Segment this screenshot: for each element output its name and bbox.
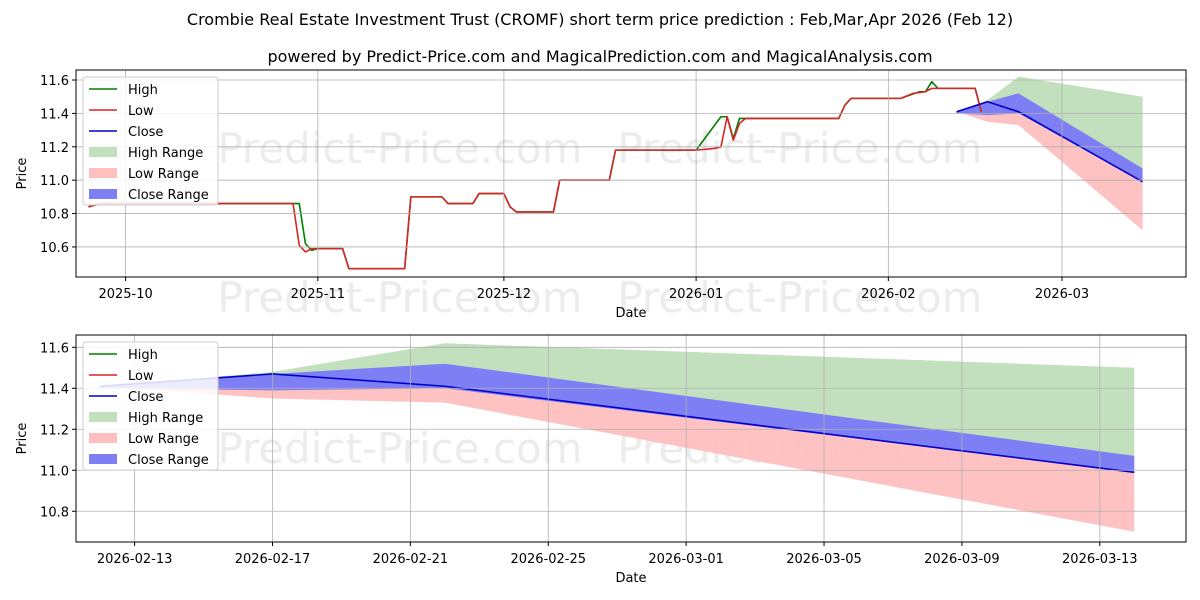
x-axis-label: Date	[615, 306, 646, 321]
watermark-text: Predict-Price.com	[617, 124, 982, 173]
legend-swatch-low-range	[89, 433, 117, 443]
band-low-range	[956, 101, 1143, 231]
x-tick-label: 2026-03-09	[924, 552, 1000, 567]
axes-frame	[75, 334, 1187, 543]
y-tick-label: 11.4	[40, 107, 69, 122]
x-tick-label: 2026-02-21	[373, 552, 449, 567]
x-tick-label: 2026-03-01	[648, 552, 724, 567]
zoom-chart-panel: Predict-Price.comPredict-Price.com2026-0…	[15, 334, 1187, 586]
legend-swatch-high-range	[89, 412, 117, 422]
y-tick-label: 11.2	[40, 423, 69, 438]
x-tick-label: 2026-03	[1035, 287, 1089, 302]
x-tick-label: 2026-02-17	[235, 552, 311, 567]
watermark-text: Predict-Price.com	[217, 424, 582, 473]
legend-swatch-close-range	[89, 454, 117, 464]
y-axis-label: Price	[15, 158, 30, 190]
series-line-high	[88, 80, 983, 270]
legend-label: Close Range	[128, 188, 209, 203]
y-tick-label: 11.0	[40, 174, 69, 189]
x-tick-label: 2025-11	[291, 287, 345, 302]
legend-label: Low Range	[128, 432, 199, 447]
y-tick-label: 11.6	[40, 341, 69, 356]
y-tick-label: 11.6	[40, 74, 69, 89]
chart-subtitle: powered by Predict-Price.com and Magical…	[267, 47, 932, 66]
x-tick-label: 2026-03-13	[1062, 552, 1138, 567]
legend-label: Close Range	[128, 453, 209, 468]
x-tick-label: 2025-10	[98, 287, 152, 302]
chart-title: Crombie Real Estate Investment Trust (CR…	[187, 10, 1013, 29]
x-tick-label: 2026-03-05	[786, 552, 862, 567]
legend: High Low Close High Range Low Range Close Ran…	[82, 76, 219, 206]
x-tick-label: 2025-12	[477, 287, 531, 302]
y-tick-label: 10.8	[40, 208, 69, 223]
axes-frame	[75, 69, 1187, 278]
legend-label: Low	[128, 104, 154, 119]
watermark-text: Predict-Price.com	[617, 273, 982, 322]
main-chart-panel: Predict-Price.com Predict-Price.com Predic…	[15, 69, 1187, 322]
legend-label: Low Range	[128, 167, 199, 182]
legend: High Low Close High Range Low Range Close Ran…	[82, 341, 219, 471]
y-tick-label: 11.4	[40, 382, 69, 397]
y-tick-label: 10.8	[40, 505, 69, 520]
legend-label: High Range	[128, 146, 203, 161]
legend-label: Close	[128, 125, 163, 140]
legend-label: High	[128, 348, 158, 363]
series-line-low	[88, 87, 983, 270]
legend-label: High	[128, 83, 158, 98]
x-tick-label: 2026-02	[861, 287, 915, 302]
watermark-text: Predict-Price.com	[217, 124, 582, 173]
y-tick-label: 11.0	[40, 464, 69, 479]
x-tick-label: 2026-01	[669, 287, 723, 302]
legend-swatch-close-range	[89, 189, 117, 199]
x-axis-label: Date	[615, 571, 646, 586]
x-tick-label: 2026-02-25	[510, 552, 586, 567]
y-tick-label: 11.2	[40, 141, 69, 156]
y-tick-label: 10.6	[40, 241, 69, 256]
x-tick-label: 2026-02-13	[97, 552, 173, 567]
legend-swatch-low-range	[89, 168, 117, 178]
watermark-text: Predict-Price.com	[217, 273, 582, 322]
legend-label: Close	[128, 390, 163, 405]
legend-label: Low	[128, 369, 154, 384]
legend-label: High Range	[128, 411, 203, 426]
y-axis-label: Price	[15, 423, 30, 455]
legend-swatch-high-range	[89, 147, 117, 157]
